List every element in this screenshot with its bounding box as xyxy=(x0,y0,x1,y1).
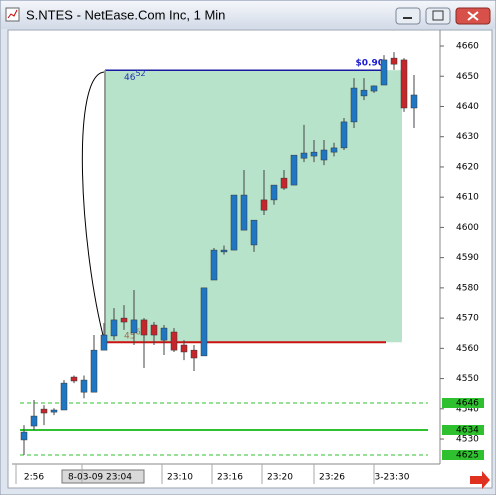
restore-button[interactable] xyxy=(425,7,451,25)
measure-top-label: 4652 xyxy=(124,69,146,83)
candle-body xyxy=(90,349,98,393)
candle-body xyxy=(140,319,148,336)
candle-body xyxy=(250,219,258,246)
y-tick-label: 4590 xyxy=(456,253,479,263)
measure-top-label-sup: 52 xyxy=(135,69,145,78)
candle-body xyxy=(100,334,108,351)
candle-body xyxy=(360,89,368,97)
close-glyph xyxy=(467,11,479,21)
measure-top-label-main: 46 xyxy=(124,73,136,83)
candle-body xyxy=(150,324,158,336)
minimize-glyph xyxy=(403,17,412,19)
y-tick-label: 4530 xyxy=(456,435,479,445)
y-tick-label: 4650 xyxy=(456,72,479,82)
candle-body xyxy=(260,199,268,211)
candle-body xyxy=(60,382,68,411)
candle-body xyxy=(280,177,288,189)
measure-change-label: $0.90 xyxy=(356,59,384,69)
candle-body xyxy=(340,121,348,149)
candle-body xyxy=(290,154,298,186)
candle-body xyxy=(320,149,328,161)
scroll-arrow[interactable] xyxy=(470,471,490,489)
measure-bottom-label: 4562 xyxy=(124,327,146,341)
x-tick-label: 8-03-09 23:04 xyxy=(68,473,132,483)
candle-body xyxy=(370,85,378,92)
y-tick-label: 4540 xyxy=(456,404,479,414)
y-tick-label: 4550 xyxy=(456,374,479,384)
candle-body xyxy=(70,376,78,382)
y-tick-label: 4600 xyxy=(456,223,479,233)
candle-body xyxy=(190,349,198,359)
candle-body xyxy=(300,152,308,159)
y-tick-label: 4620 xyxy=(456,162,479,172)
y-tick-label: 4570 xyxy=(456,314,479,324)
candle-body xyxy=(220,249,228,253)
y-tick-label: 4660 xyxy=(456,42,479,52)
level-label: 4634 xyxy=(456,426,479,436)
measure-box xyxy=(105,70,402,343)
level-label: 4646 xyxy=(456,399,479,409)
candle-body xyxy=(110,319,118,337)
x-tick-label: 23:20 xyxy=(267,473,293,483)
y-tick-label: 4560 xyxy=(456,344,479,354)
candle-body xyxy=(350,87,358,123)
y-tick-label: 4610 xyxy=(456,193,479,203)
window-title: S.NTES - NetEase.Com Inc, 1 Min xyxy=(26,7,225,22)
candle-body xyxy=(410,94,418,109)
candle-body xyxy=(210,249,218,281)
y-tick-label: 4640 xyxy=(456,102,479,112)
x-tick-label: 23:10 xyxy=(167,473,193,483)
measure-bottom-label-main: 45 xyxy=(124,331,135,341)
candle-body xyxy=(390,57,398,65)
candle-body xyxy=(330,147,338,153)
candle-body xyxy=(120,317,128,323)
measure-bottom-label-sup: 62 xyxy=(135,327,145,336)
range-bracket xyxy=(81,71,106,344)
minimize-button[interactable] xyxy=(395,7,421,25)
x-tick-label: 23:16 xyxy=(217,473,243,483)
candle-body xyxy=(80,379,88,393)
candle-body xyxy=(270,184,278,201)
candle-body xyxy=(310,151,318,157)
candle-body xyxy=(130,319,138,334)
x-tick-label: 23:26 xyxy=(319,473,345,483)
restore-glyph xyxy=(432,10,444,21)
candle-body xyxy=(200,287,208,357)
level-tag xyxy=(442,398,484,408)
x-tick-label: 3-23:30 xyxy=(375,473,410,483)
candle-body xyxy=(40,408,48,414)
x-tick-label: 2:56 xyxy=(24,473,44,483)
candle-body xyxy=(160,327,168,341)
candle-body xyxy=(180,344,188,353)
candle-body xyxy=(20,431,28,441)
app-icon-glyph xyxy=(7,9,18,19)
candle-body xyxy=(30,415,38,427)
candle-body xyxy=(400,59,408,109)
y-tick-label: 4630 xyxy=(456,132,479,142)
level-tag xyxy=(442,425,484,435)
candle-body xyxy=(50,409,58,413)
candle-body xyxy=(380,59,388,86)
candle-body xyxy=(240,194,248,231)
candle-body xyxy=(230,194,238,251)
candle-body xyxy=(170,331,178,351)
level-label: 4625 xyxy=(456,451,479,461)
y-tick-label: 4580 xyxy=(456,283,479,293)
level-tag xyxy=(442,450,484,460)
